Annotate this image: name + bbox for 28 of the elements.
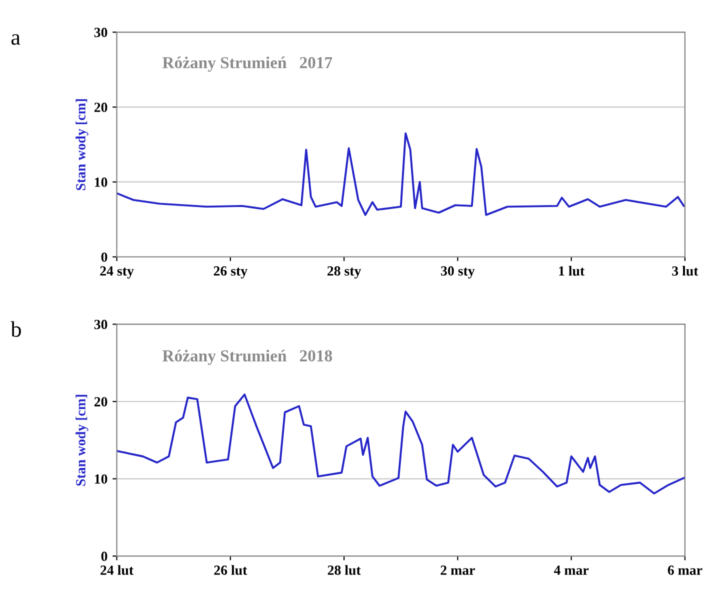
x-tick-label: 3 lut	[672, 266, 698, 276]
line-series	[116, 132, 685, 216]
x-tick-label: 26 lut	[214, 565, 248, 575]
x-tick-label: 30 sty	[441, 266, 475, 278]
x-tick-label: 2 mar	[440, 566, 475, 575]
y-tick-label: 0	[101, 552, 108, 562]
x-tick-label: 24 lut	[100, 565, 134, 575]
y-tick-label: 30	[94, 320, 108, 330]
x-tick-label: 1 lut	[559, 266, 585, 276]
y-tick-label: 10	[94, 178, 108, 187]
y-axis-title: Stan wody [cm]	[76, 394, 88, 486]
text: Różany Strumień 2018	[162, 350, 332, 365]
y-tick-label: 30	[94, 28, 108, 38]
text: Różany Strumień 2017	[162, 56, 332, 72]
line-series	[116, 394, 685, 494]
x-tick-label: 26 sty	[214, 266, 248, 278]
y-tick-label: 0	[101, 252, 108, 262]
y-tick-label: 10	[94, 474, 108, 484]
x-tick-label: 6 mar	[668, 566, 702, 575]
y-tick-label: 20	[94, 102, 108, 112]
x-tick-label: 4 mar	[554, 566, 589, 575]
text: b	[10, 321, 21, 337]
text: a	[11, 34, 20, 45]
x-tick-label: 24 sty	[100, 266, 134, 278]
x-tick-label: 28 lut	[328, 565, 361, 575]
y-axis-title: Stan wody [cm]	[76, 99, 88, 190]
y-tick-label: 20	[94, 397, 108, 406]
x-tick-label: 28 sty	[327, 266, 362, 278]
